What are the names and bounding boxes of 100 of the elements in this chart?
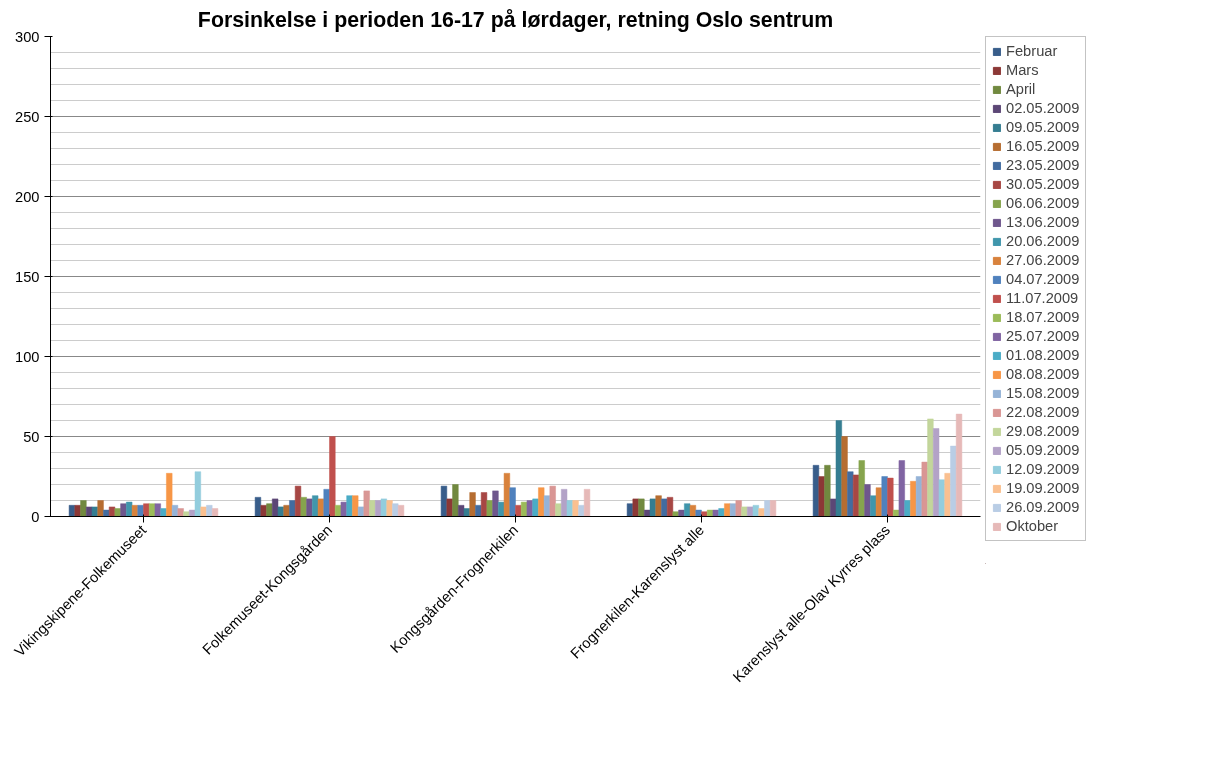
bar bbox=[392, 503, 399, 517]
bar bbox=[818, 476, 825, 517]
bar bbox=[515, 505, 522, 517]
bar bbox=[666, 497, 674, 517]
bar bbox=[944, 473, 951, 517]
legend-label: 13.06.2009 bbox=[1006, 214, 1080, 230]
bar bbox=[492, 490, 499, 517]
legend-label: 09.05.2009 bbox=[1006, 119, 1080, 135]
bar bbox=[915, 476, 923, 517]
bar bbox=[626, 503, 634, 517]
bar bbox=[955, 413, 963, 517]
bar bbox=[177, 508, 184, 517]
bar bbox=[566, 500, 573, 517]
bar bbox=[463, 508, 470, 517]
bar bbox=[678, 509, 685, 517]
legend-label: 22.08.2009 bbox=[1006, 404, 1080, 420]
bar bbox=[160, 508, 167, 517]
bar bbox=[835, 420, 842, 517]
legend-label: 12.09.2009 bbox=[1006, 461, 1080, 477]
bar bbox=[120, 503, 127, 517]
bar bbox=[266, 503, 273, 517]
bar bbox=[503, 473, 511, 517]
bar bbox=[363, 490, 370, 517]
legend-label: 08.08.2009 bbox=[1006, 366, 1080, 382]
bar bbox=[649, 498, 656, 517]
bar bbox=[526, 500, 533, 517]
bar bbox=[206, 505, 213, 517]
bar bbox=[543, 495, 551, 517]
bar bbox=[812, 465, 820, 517]
bar bbox=[695, 509, 702, 517]
bar bbox=[260, 505, 267, 517]
bar bbox=[446, 498, 453, 517]
chart-title: Forsinkelse i perioden 16-17 på lørdager, retning Oslo sentrum bbox=[197, 7, 834, 32]
bar bbox=[661, 498, 668, 517]
bar bbox=[294, 485, 302, 517]
legend-label: 27.06.2009 bbox=[1006, 252, 1080, 268]
legend-label: 05.09.2009 bbox=[1006, 442, 1080, 458]
bar bbox=[824, 465, 831, 517]
legend-label: 20.06.2009 bbox=[1006, 233, 1080, 249]
bar bbox=[735, 500, 742, 517]
bar bbox=[103, 509, 110, 517]
bar bbox=[858, 460, 865, 517]
bar bbox=[397, 505, 405, 517]
bar bbox=[758, 508, 765, 517]
bar bbox=[655, 495, 662, 517]
bar bbox=[306, 498, 313, 517]
legend-label: Mars bbox=[1006, 62, 1039, 78]
bar bbox=[933, 428, 940, 517]
bar bbox=[927, 418, 934, 517]
bar bbox=[538, 487, 545, 517]
bar bbox=[764, 500, 771, 517]
legend-label: 02.05.2009 bbox=[1006, 100, 1080, 116]
bar bbox=[97, 500, 104, 517]
bar bbox=[480, 492, 488, 517]
bar bbox=[440, 485, 448, 517]
bar bbox=[171, 505, 179, 517]
bar bbox=[561, 489, 568, 517]
bar bbox=[194, 471, 201, 517]
bar bbox=[632, 498, 639, 517]
y-tick-label: 100 bbox=[15, 348, 40, 365]
bar bbox=[509, 487, 516, 517]
bar bbox=[166, 473, 173, 517]
bar bbox=[769, 500, 777, 517]
legend-label: 15.08.2009 bbox=[1006, 385, 1080, 401]
y-tick-label: 0 bbox=[31, 508, 40, 525]
bar bbox=[317, 498, 325, 517]
bar bbox=[864, 484, 871, 517]
bar bbox=[689, 505, 697, 517]
bar bbox=[211, 508, 219, 517]
y-tick-label: 300 bbox=[15, 28, 40, 45]
bar bbox=[887, 477, 894, 517]
bar bbox=[323, 489, 330, 517]
bar bbox=[572, 500, 579, 517]
bar bbox=[741, 506, 748, 517]
bar bbox=[898, 460, 905, 517]
bar bbox=[938, 479, 945, 517]
bar bbox=[875, 487, 883, 517]
bar bbox=[183, 511, 190, 517]
bar bbox=[475, 505, 482, 517]
bar bbox=[386, 500, 393, 517]
legend-label: 16.05.2009 bbox=[1006, 138, 1080, 154]
bar bbox=[701, 511, 708, 517]
bar bbox=[346, 495, 353, 517]
bar bbox=[718, 508, 725, 517]
bar bbox=[486, 500, 493, 517]
y-tick-label: 150 bbox=[15, 268, 40, 285]
legend-label: 01.08.2009 bbox=[1006, 347, 1080, 363]
bar bbox=[555, 503, 562, 517]
bar bbox=[254, 497, 262, 517]
bar bbox=[272, 498, 279, 517]
bar bbox=[369, 500, 376, 517]
legend-label: 06.06.2009 bbox=[1006, 195, 1080, 211]
legend-label: 23.05.2009 bbox=[1006, 157, 1080, 173]
bar bbox=[469, 492, 476, 517]
bar bbox=[357, 506, 365, 517]
legend-label: Februar bbox=[1006, 43, 1058, 59]
legend-label: 18.07.2009 bbox=[1006, 309, 1080, 325]
legend-label: 19.09.2009 bbox=[1006, 480, 1080, 496]
bar bbox=[300, 497, 307, 517]
bar bbox=[638, 498, 645, 517]
